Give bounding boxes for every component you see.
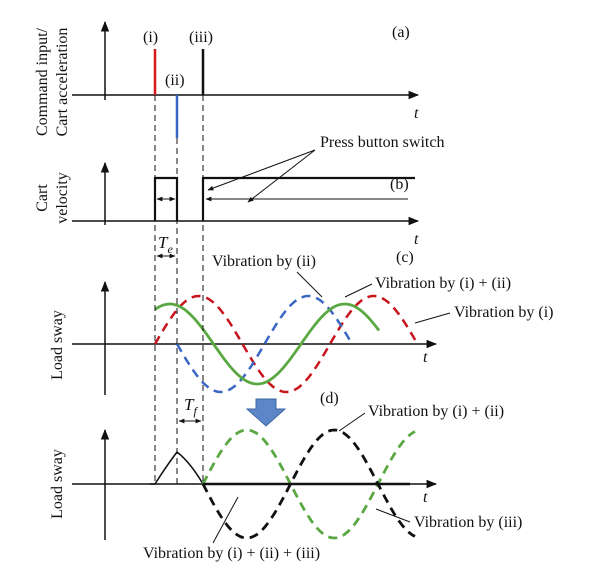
a-panel-label: (a): [392, 24, 410, 41]
vib-total-label: Vibration by (i) + (ii) + (iii): [143, 545, 320, 562]
d-axis-label: Load sway: [49, 449, 66, 519]
press-pointer-2: [247, 149, 316, 203]
d-time-label: t: [423, 489, 428, 506]
c-time-label: t: [423, 349, 428, 366]
b-axis-label-line2: velocity: [54, 172, 71, 224]
impulse-i-label: (i): [143, 29, 158, 46]
panel-c: Load sway (c) t Vibration by (ii) Vibrat…: [49, 249, 553, 395]
press-button-label: Press button switch: [320, 134, 444, 151]
impulse-iii-label: (iii): [189, 29, 213, 46]
c-axis-label: Load sway: [49, 310, 66, 380]
impulse-ii-label: (ii): [165, 72, 185, 89]
vib-ii-pointer: [296, 271, 323, 298]
vib-i-label: Vibration by (i): [454, 304, 553, 321]
vib-i-ii-label-c: Vibration by (i) + (ii): [375, 275, 511, 292]
vibration-i-plus-ii-curve: [154, 302, 381, 386]
a-axis-label-line1: Command input/: [34, 27, 51, 136]
vib-iii-pointer: [375, 508, 411, 523]
b-time-label: t: [414, 231, 419, 248]
b-panel-label: (b): [390, 176, 409, 193]
vib-i-pointer: [414, 312, 451, 324]
panel-a: Command input/ Cart acceleration (a) t (…: [34, 20, 420, 138]
a-time-label: t: [414, 105, 419, 122]
vibration-i-curve: [153, 294, 419, 394]
te-label: Te: [158, 233, 173, 256]
a-axis-label-line2: Cart acceleration: [54, 28, 71, 137]
press-pointer-1: [207, 149, 316, 191]
vibration-i-plus-ii-curve-d: [201, 428, 416, 540]
transition-arrow: [245, 398, 287, 427]
vib-iii-label: Vibration by (iii): [414, 514, 522, 531]
vib-ii-label: Vibration by (ii): [212, 253, 316, 270]
vib-i-ii-pointer-d: [338, 412, 366, 432]
vibration-ii-curve: [175, 294, 353, 394]
b-axis-label-line1: Cart: [34, 184, 51, 212]
tf-label: Tf: [184, 395, 198, 418]
panel-b: Cart velocity (b) t Press button switch …: [34, 134, 444, 259]
vibration-iii-curve: [201, 428, 416, 540]
vib-i-ii-pointer-c: [344, 283, 373, 298]
vib-i-ii-label-d: Vibration by (i) + (ii): [368, 403, 504, 420]
vib-total-pointer: [212, 496, 239, 544]
c-panel-label: (c): [396, 249, 414, 266]
panel-d: Load sway (d) t Vibration by (i) + (ii) …: [49, 390, 522, 562]
d-panel-label: (d): [320, 390, 339, 407]
